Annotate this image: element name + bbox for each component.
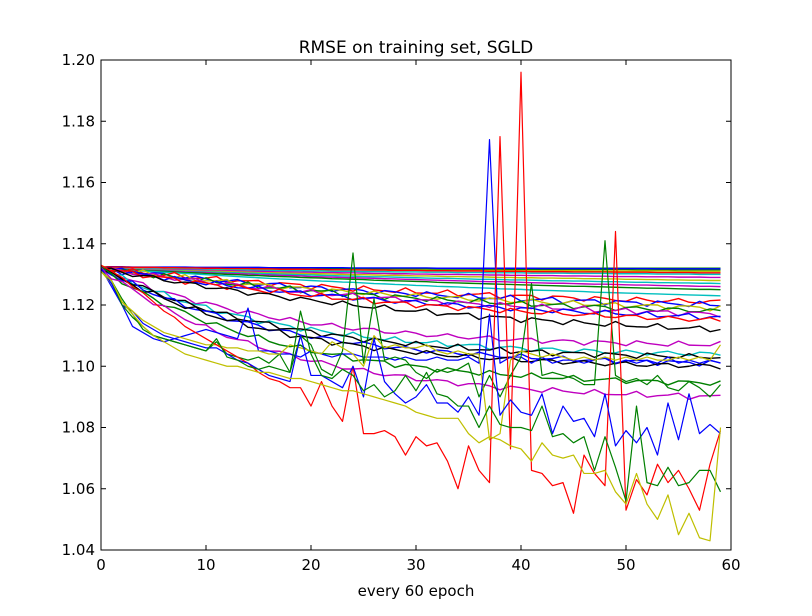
y-tick-label: 1.08 [62, 419, 95, 437]
tick-layer: 0 10 20 30 40 50 60 1.04 1.06 1.08 1.10 1.12 1.14 1.1… [62, 51, 741, 574]
x-tick-label: 10 [196, 556, 215, 574]
series-line [100, 266, 721, 359]
y-tick-label: 1.06 [62, 480, 95, 498]
series-line [100, 71, 722, 514]
x-tick-label: 30 [406, 556, 425, 574]
series-line [100, 139, 721, 364]
y-tick-label: 1.18 [62, 112, 95, 130]
series-line [100, 266, 721, 321]
series-line [100, 267, 721, 401]
series-line [100, 270, 722, 502]
y-tick-label: 1.20 [62, 51, 95, 69]
series-line [100, 264, 721, 312]
x-tick-label: 60 [721, 556, 740, 574]
series-line [100, 270, 721, 441]
x-tick-label: 20 [301, 556, 320, 574]
y-tick-label: 1.14 [62, 235, 95, 253]
series-layer [100, 71, 722, 542]
series-line [100, 266, 721, 386]
x-tick-label: 40 [511, 556, 530, 574]
series-line [100, 264, 721, 347]
chart-title: RMSE on training set, SGLD [299, 38, 534, 58]
x-axis-label: every 60 epoch [358, 582, 475, 600]
x-tick-label: 0 [96, 556, 106, 574]
series-line [100, 267, 721, 333]
y-tick-label: 1.16 [62, 174, 95, 192]
x-tick-label: 50 [616, 556, 635, 574]
series-line [100, 268, 721, 357]
y-tick-label: 1.12 [62, 296, 95, 314]
y-tick-label: 1.04 [62, 541, 95, 559]
series-line [100, 269, 721, 322]
series-line [100, 267, 721, 456]
series-line [100, 270, 722, 542]
y-tick-label: 1.10 [62, 357, 95, 375]
